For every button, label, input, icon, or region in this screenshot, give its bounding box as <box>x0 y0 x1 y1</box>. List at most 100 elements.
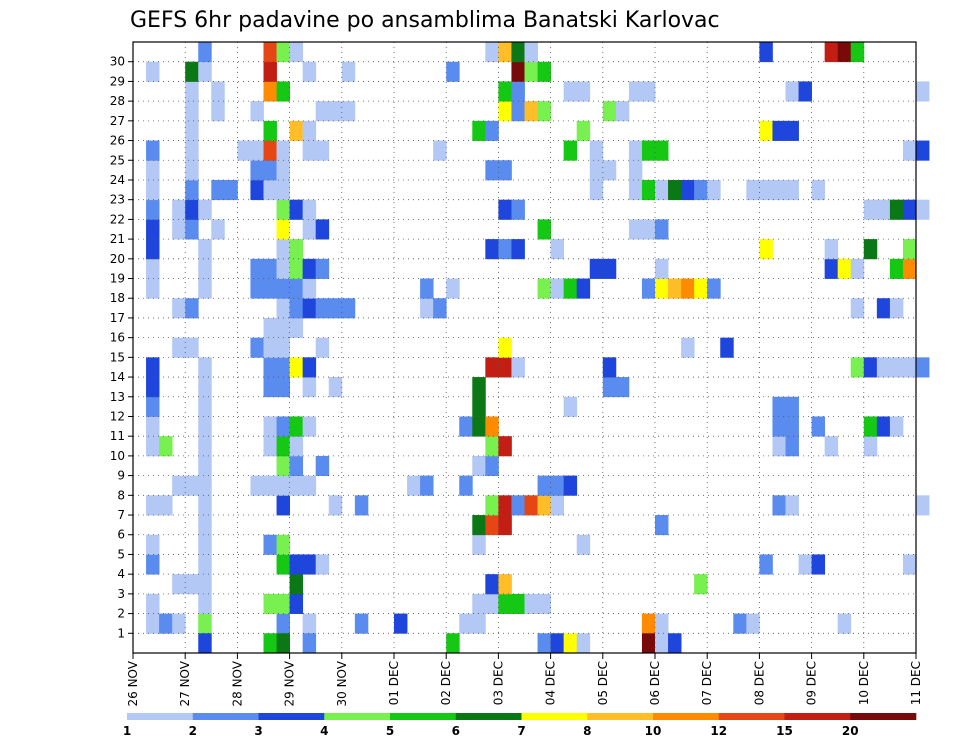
heat-cell <box>276 416 290 437</box>
heat-cell <box>889 298 904 319</box>
heat-cell <box>615 377 630 398</box>
heat-cell <box>485 120 499 141</box>
heat-cell <box>916 357 930 378</box>
heat-cell <box>146 179 160 201</box>
heat-cell <box>276 357 290 378</box>
y-tick-label: 10 <box>110 449 125 463</box>
heat-cell <box>276 436 290 457</box>
heat-cell <box>198 61 212 82</box>
heat-cell <box>459 613 473 634</box>
heat-cell <box>146 278 160 299</box>
heat-cell <box>681 278 695 299</box>
heat-cell <box>720 337 734 358</box>
heat-cell <box>276 199 290 220</box>
heat-cell <box>628 160 643 181</box>
heat-cell <box>785 120 799 141</box>
y-tick-label: 16 <box>110 331 125 345</box>
heat-cell <box>498 42 512 63</box>
heat-cell <box>628 81 643 102</box>
heat-cell <box>733 613 747 634</box>
heat-cell <box>498 593 512 614</box>
legend-label: 8 <box>583 724 591 738</box>
heat-cell <box>837 258 852 279</box>
heat-cell <box>472 455 486 477</box>
heat-cell <box>641 278 656 299</box>
x-tick-label: 08 DEC <box>752 661 766 705</box>
heat-cell <box>511 357 525 378</box>
heat-cell <box>328 101 343 122</box>
x-tick-label: 28 NOV <box>230 660 244 706</box>
heat-cell <box>902 258 917 279</box>
heat-cell <box>772 495 786 516</box>
x-tick-label: 04 DEC <box>544 661 558 705</box>
heat-cell <box>289 416 304 437</box>
heat-cell <box>198 574 212 595</box>
heat-cell <box>263 179 277 201</box>
heat-cell <box>146 357 160 378</box>
heat-cell <box>185 199 199 220</box>
heat-cell <box>785 495 799 516</box>
legend-swatch <box>127 713 194 720</box>
heat-cell <box>211 101 225 122</box>
heat-cell <box>772 416 786 437</box>
heat-cell <box>224 179 238 201</box>
heat-cell <box>315 219 330 240</box>
heat-cell <box>198 554 212 575</box>
legend-label: 1 <box>123 724 131 738</box>
heat-cell <box>824 42 839 63</box>
heat-cell <box>250 475 264 496</box>
heat-cell <box>641 219 656 240</box>
heat-cell <box>172 613 186 634</box>
heat-cell <box>772 179 786 201</box>
y-tick-label: 24 <box>110 173 125 187</box>
heat-cell <box>289 42 304 63</box>
heat-cell <box>185 61 199 82</box>
heat-cell <box>916 495 930 516</box>
heat-cell <box>602 377 617 398</box>
x-tick-label: 27 NOV <box>178 660 192 706</box>
heat-cell <box>276 455 290 477</box>
heat-cell <box>302 140 317 161</box>
heat-cell <box>576 278 591 299</box>
heat-cell <box>902 554 917 575</box>
heat-cell <box>655 633 669 654</box>
heat-cell <box>772 120 786 141</box>
heat-cell <box>185 160 199 181</box>
heat-cell <box>250 140 264 161</box>
legend-swatch <box>455 713 522 720</box>
legend-swatch <box>324 713 391 720</box>
heat-cell <box>472 377 486 398</box>
heat-cell <box>302 554 317 575</box>
heat-cell <box>641 633 656 654</box>
heat-cell <box>394 613 408 634</box>
heat-cell <box>250 101 264 122</box>
heat-cell <box>146 199 160 220</box>
heat-cell <box>863 239 878 260</box>
heat-cell <box>511 593 525 614</box>
heat-cell <box>485 495 499 516</box>
heat-cell <box>289 317 304 339</box>
heat-cell <box>550 633 565 654</box>
heat-cell <box>537 593 551 614</box>
x-tick-label: 03 DEC <box>491 661 505 705</box>
heat-cell <box>668 633 682 654</box>
y-tick-label: 21 <box>110 232 125 246</box>
heat-cell <box>850 298 865 319</box>
heat-cell <box>472 120 486 141</box>
heat-cell <box>628 179 643 201</box>
legend-label: 7 <box>517 724 525 738</box>
heat-cell <box>302 613 317 634</box>
heat-cell <box>641 140 656 161</box>
legend-swatch <box>784 713 851 720</box>
heat-cell <box>276 633 290 654</box>
heat-cell <box>511 101 525 122</box>
heat-cell <box>263 357 277 378</box>
heat-cell <box>302 416 317 437</box>
x-tick-label: 10 DEC <box>857 661 871 705</box>
heat-cell <box>289 298 304 319</box>
heat-cell <box>485 515 499 536</box>
legend-swatch <box>192 713 259 720</box>
legend-label: 4 <box>320 724 328 738</box>
y-tick-label: 9 <box>117 469 125 483</box>
y-tick-label: 18 <box>110 291 125 305</box>
